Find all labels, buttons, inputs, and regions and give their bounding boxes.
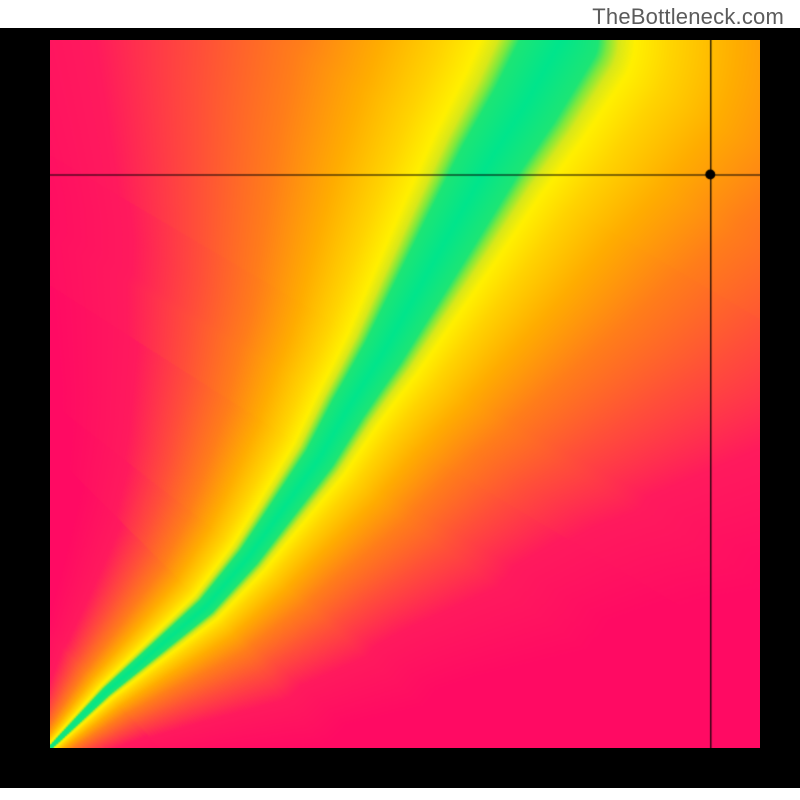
- chart-frame: [0, 28, 800, 788]
- bottleneck-heatmap: [50, 40, 760, 748]
- watermark-text: TheBottleneck.com: [592, 4, 784, 30]
